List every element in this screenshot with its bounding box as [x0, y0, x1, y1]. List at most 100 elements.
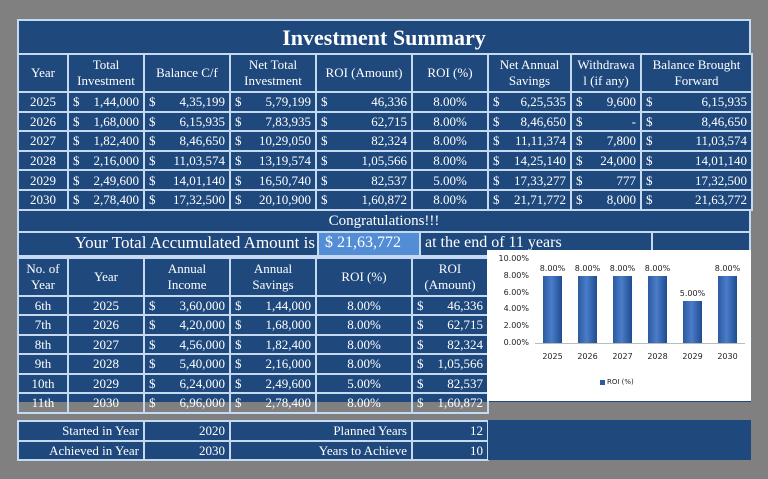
header-total-investment[interactable]: Total Investment: [67, 53, 145, 93]
cell-net-annual-savings[interactable]: $8,46,650: [487, 110, 572, 133]
cell-balance-cf[interactable]: $11,03,574: [143, 149, 231, 172]
cell-annual-savings[interactable]: $1,82,400: [229, 333, 317, 356]
chart-bar[interactable]: [543, 275, 562, 343]
cell-roi-pct[interactable]: 8.00%: [315, 392, 413, 414]
cell-roi-amount[interactable]: $1,05,566: [315, 149, 413, 172]
cell-roi-pct[interactable]: 8.00%: [315, 353, 413, 375]
cell-annual-income[interactable]: $5,40,000: [143, 353, 231, 375]
chart-bar[interactable]: [683, 301, 702, 343]
header-net-annual-savings[interactable]: Net Annual Savings: [487, 53, 572, 93]
cell-net-total-investment[interactable]: $5,79,199: [229, 91, 317, 113]
cell-total-investment[interactable]: $1,68,000: [67, 110, 145, 133]
cell-withdrawal[interactable]: $9,600: [570, 91, 642, 113]
cell-withdrawal[interactable]: $ -: [570, 110, 642, 133]
cell-total-investment[interactable]: $2,16,000: [67, 149, 145, 172]
chart-bar[interactable]: [613, 275, 632, 343]
cell-net-annual-savings[interactable]: $17,33,277: [487, 169, 572, 191]
cell-net-annual-savings[interactable]: $11,11,374: [487, 130, 572, 152]
cell-annual-savings[interactable]: $1,68,000: [229, 314, 317, 336]
header-roi-pct[interactable]: ROI (%): [315, 256, 413, 297]
cell-roi-pct[interactable]: 8.00%: [411, 188, 489, 211]
cell-no-of-year[interactable]: 9th: [17, 353, 69, 375]
roi-bar-chart[interactable]: 0.00% 2.00% 4.00% 6.00% 8.00% 10.00% 8.00% 2025…: [487, 250, 751, 401]
cell-total-investment[interactable]: $1,44,000: [67, 91, 145, 113]
cell-balance-bf[interactable]: $11,03,574: [640, 130, 753, 152]
cell-roi-amount[interactable]: $46,336: [315, 91, 413, 113]
cell-annual-savings[interactable]: $1,44,000: [229, 294, 317, 317]
cell-roi-amount[interactable]: $62,715: [315, 110, 413, 133]
cell-year[interactable]: 2025: [67, 294, 145, 317]
cell-annual-savings[interactable]: $2,49,600: [229, 372, 317, 395]
cell-no-of-year[interactable]: 7th: [17, 314, 69, 336]
cell-roi-pct[interactable]: 8.00%: [411, 149, 489, 172]
cell-annual-income[interactable]: $6,96,000: [143, 392, 231, 414]
header-year[interactable]: Year: [17, 53, 69, 93]
cell-net-annual-savings[interactable]: $21,71,772: [487, 188, 572, 211]
chart-bar[interactable]: [578, 275, 597, 343]
cell-net-total-investment[interactable]: $16,50,740: [229, 169, 317, 191]
cell-net-annual-savings[interactable]: $14,25,140: [487, 149, 572, 172]
cell-no-of-year[interactable]: 10th: [17, 372, 69, 395]
accumulated-amount-value[interactable]: $ 21,63,772: [319, 232, 421, 255]
cell-net-total-investment[interactable]: $13,19,574: [229, 149, 317, 172]
header-no-of-year[interactable]: No. of Year: [17, 256, 69, 297]
cell-balance-bf[interactable]: $6,15,935: [640, 91, 753, 113]
cell-roi-amount[interactable]: $1,60,872: [411, 392, 489, 414]
cell-roi-pct[interactable]: 5.00%: [411, 169, 489, 191]
cell-balance-cf[interactable]: $8,46,650: [143, 130, 231, 152]
cell-withdrawal[interactable]: $8,000: [570, 188, 642, 211]
cell-total-investment[interactable]: $1,82,400: [67, 130, 145, 152]
cell-balance-bf[interactable]: $17,32,500: [640, 169, 753, 191]
cell-no-of-year[interactable]: 11th: [17, 392, 69, 414]
cell-total-investment[interactable]: $2,78,400: [67, 188, 145, 211]
cell-balance-cf[interactable]: $6,15,935: [143, 110, 231, 133]
cell-withdrawal[interactable]: $777: [570, 169, 642, 191]
cell-no-of-year[interactable]: 8th: [17, 333, 69, 356]
cell-balance-cf[interactable]: $17,32,500: [143, 188, 231, 211]
cell-roi-amount[interactable]: $82,324: [315, 130, 413, 152]
cell-total-investment[interactable]: $2,49,600: [67, 169, 145, 191]
cell-year[interactable]: 2025: [17, 91, 69, 113]
cell-balance-bf[interactable]: $8,46,650: [640, 110, 753, 133]
cell-year[interactable]: 2029: [67, 372, 145, 395]
cell-roi-amount[interactable]: $82,537: [411, 372, 489, 395]
cell-year[interactable]: 2028: [17, 149, 69, 172]
cell-withdrawal[interactable]: $24,000: [570, 149, 642, 172]
header-withdrawal[interactable]: Withdrawa l (if any): [570, 53, 642, 93]
years-to-achieve-value[interactable]: 10: [411, 439, 489, 461]
cell-annual-income[interactable]: $3,60,000: [143, 294, 231, 317]
started-in-year-value[interactable]: 2020: [143, 420, 231, 442]
cell-roi-amount[interactable]: $62,715: [411, 314, 489, 336]
cell-balance-bf[interactable]: $14,01,140: [640, 149, 753, 172]
cell-year[interactable]: 2030: [67, 392, 145, 414]
cell-balance-cf[interactable]: $4,35,199: [143, 91, 231, 113]
cell-roi-pct[interactable]: 8.00%: [315, 314, 413, 336]
cell-year[interactable]: 2028: [67, 353, 145, 375]
cell-roi-amount[interactable]: $82,324: [411, 333, 489, 356]
cell-year[interactable]: 2029: [17, 169, 69, 191]
cell-annual-income[interactable]: $6,24,000: [143, 372, 231, 395]
header-annual-income[interactable]: Annual Income: [143, 256, 231, 297]
cell-year[interactable]: 2030: [17, 188, 69, 211]
cell-roi-pct[interactable]: 8.00%: [411, 110, 489, 133]
cell-year[interactable]: 2027: [67, 333, 145, 356]
cell-withdrawal[interactable]: $7,800: [570, 130, 642, 152]
cell-annual-income[interactable]: $4,56,000: [143, 333, 231, 356]
cell-roi-pct[interactable]: 8.00%: [411, 91, 489, 113]
cell-net-total-investment[interactable]: $10,29,050: [229, 130, 317, 152]
cell-roi-amount[interactable]: $82,537: [315, 169, 413, 191]
cell-no-of-year[interactable]: 6th: [17, 294, 69, 317]
cell-net-total-investment[interactable]: $20,10,900: [229, 188, 317, 211]
planned-years-value[interactable]: 12: [411, 420, 489, 442]
header-year[interactable]: Year: [67, 256, 145, 297]
cell-roi-amount[interactable]: $46,336: [411, 294, 489, 317]
header-annual-savings[interactable]: Annual Savings: [229, 256, 317, 297]
cell-roi-pct[interactable]: 8.00%: [411, 130, 489, 152]
cell-balance-bf[interactable]: $21,63,772: [640, 188, 753, 211]
cell-year[interactable]: 2026: [17, 110, 69, 133]
cell-annual-savings[interactable]: $2,78,400: [229, 392, 317, 414]
header-roi-amount[interactable]: ROI (Amount): [315, 53, 413, 93]
header-balance-bf[interactable]: Balance Brought Forward: [640, 53, 753, 93]
chart-bar[interactable]: [718, 275, 737, 343]
header-balance-cf[interactable]: Balance C/f: [143, 53, 231, 93]
